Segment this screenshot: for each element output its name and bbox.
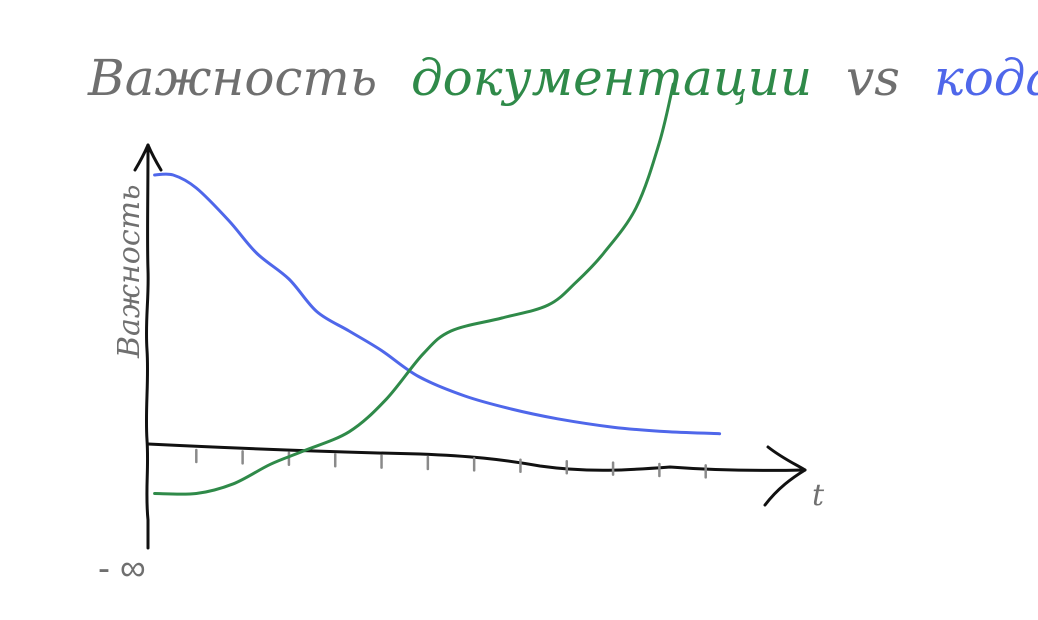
code-importance-line (153, 172, 722, 436)
title-word-vs: vs (846, 49, 900, 107)
series-lines (153, 82, 722, 496)
title-word-dokumentatsii: документации (411, 49, 812, 107)
x-axis-ticks (195, 448, 707, 479)
y-axis-label: Важность (112, 185, 147, 359)
chart-title: Важность документации vs кода (87, 49, 1038, 107)
x-axis-line (146, 442, 807, 472)
x-axis-arrowhead (763, 445, 807, 507)
title-word-vazhnost: Важность (87, 49, 377, 107)
title-word-koda: кода (934, 49, 1038, 107)
y-axis-line (144, 143, 150, 550)
documentation-importance-line (153, 82, 675, 496)
y-axis-arrowhead (133, 143, 163, 172)
y-axis-min-label: - ∞ (98, 547, 146, 588)
x-axis-label: t (812, 478, 825, 513)
